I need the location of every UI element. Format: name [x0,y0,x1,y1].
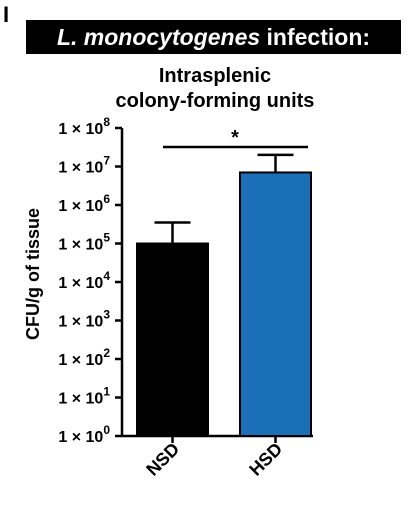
y-tick-exponent: 0 [103,423,110,437]
y-tick-label: 1 × 105 [58,231,110,254]
y-tick-label: 1 × 106 [58,192,110,215]
y-tick-label: 1 × 103 [58,308,110,331]
y-tick-exponent: 3 [103,308,110,322]
chart-title-line-1: Intrasplenic [158,65,272,87]
banner-suffix: infection: [260,24,371,50]
banner-pathogen: L. monocytogenes [56,24,261,50]
y-tick-base: 1 × 10 [58,391,103,408]
x-tick-label: HSD [245,439,286,480]
y-tick-base: 1 × 10 [58,352,103,369]
bar-hsd [239,171,312,438]
significance-label: * [231,127,239,149]
bar-nsd [136,242,209,437]
y-tick-exponent: 6 [103,192,110,206]
y-axis-label: CFU/g of tissue [23,208,43,340]
y-tick-base: 1 × 10 [58,429,103,446]
y-tick-base: 1 × 10 [58,121,103,138]
y-tick-exponent: 7 [103,154,110,168]
y-tick-label: 1 × 101 [58,385,110,408]
y-tick-label: 1 × 107 [58,154,110,177]
y-tick-label: 1 × 108 [58,115,110,138]
y-tick-base: 1 × 10 [58,198,103,215]
infection-banner: L. monocytogenes infection: [26,20,401,54]
y-tick-exponent: 8 [103,115,110,129]
y-tick-base: 1 × 10 [58,160,103,177]
y-tick-exponent: 5 [103,231,110,245]
y-tick-base: 1 × 10 [58,314,103,331]
y-tick-exponent: 4 [103,269,110,283]
y-tick-label: 1 × 102 [58,346,110,369]
y-tick-base: 1 × 10 [58,275,103,292]
y-tick-exponent: 1 [103,385,110,399]
y-tick-base: 1 × 10 [58,237,103,254]
x-tick-label: NSD [142,439,183,480]
panel-letter: I [3,2,10,27]
y-tick-label: 1 × 104 [58,269,110,292]
y-tick-exponent: 2 [103,346,110,360]
chart-title-line-2: colony-forming units [115,90,315,112]
y-tick-label: 1 × 100 [58,423,110,446]
